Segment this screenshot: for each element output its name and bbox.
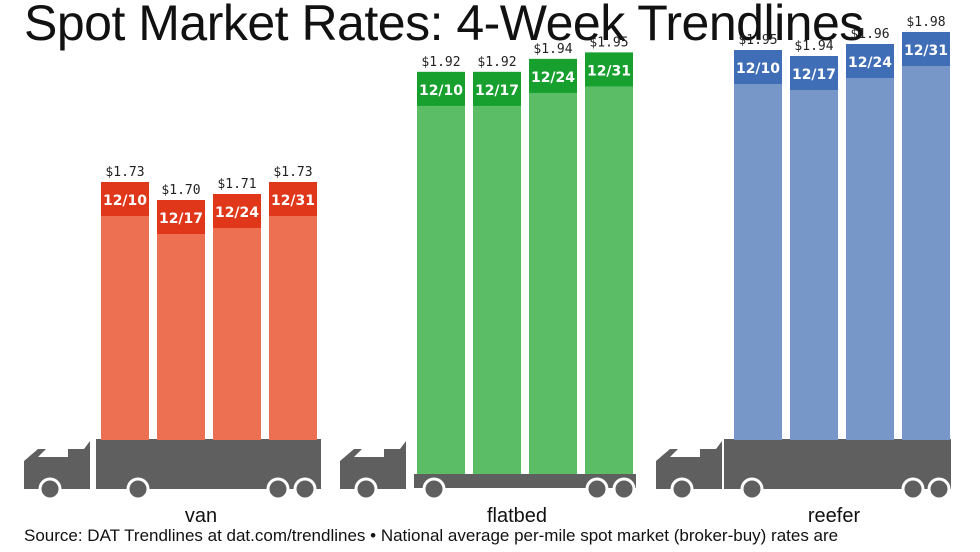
bar-flatbed-12/24 bbox=[529, 58, 577, 475]
bar-cap-reefer-12/10 bbox=[734, 50, 782, 84]
week-label: 12/17 bbox=[159, 211, 203, 227]
week-label: 12/17 bbox=[792, 67, 836, 83]
truck-wheel-icon bbox=[38, 477, 62, 501]
week-label: 12/24 bbox=[848, 55, 892, 71]
bar-cap-flatbed-12/24 bbox=[529, 58, 577, 93]
chart-title: Spot Market Rates: 4-Week Trendlines bbox=[24, 0, 864, 51]
bar-reefer-12/10 bbox=[734, 50, 782, 440]
bar-cap-flatbed-12/10 bbox=[417, 71, 465, 106]
bar-flatbed-12/31 bbox=[585, 52, 633, 475]
bar-van-12/24 bbox=[213, 194, 261, 440]
truck-wheel-icon bbox=[901, 477, 925, 501]
category-label-flatbed: flatbed bbox=[487, 505, 547, 527]
category-label-reefer: reefer bbox=[808, 505, 861, 527]
data-label: $1.95 bbox=[738, 33, 777, 48]
bar-reefer-12/17 bbox=[790, 56, 838, 440]
truck-wheel-icon bbox=[927, 477, 951, 501]
bar-van-12/10 bbox=[101, 182, 149, 440]
data-label: $1.92 bbox=[421, 55, 460, 70]
truck-trailer-icon bbox=[414, 474, 636, 488]
bar-cap-flatbed-12/31 bbox=[585, 52, 633, 87]
data-label: $1.92 bbox=[477, 55, 516, 70]
bar-cap-van-12/24 bbox=[213, 194, 261, 228]
truck-wheel-icon bbox=[612, 477, 636, 501]
truck-wheel-icon bbox=[670, 477, 694, 501]
bar-group-van: 12/10 $1.73 12/17 $1.70 12/24 $1.71 12/31 $1.73… bbox=[24, 165, 321, 527]
bar-reefer-12/24 bbox=[846, 44, 894, 440]
truck-wheel-icon bbox=[354, 477, 378, 501]
week-label: 12/10 bbox=[736, 61, 780, 77]
data-label: $1.95 bbox=[589, 35, 628, 50]
bar-reefer-12/31 bbox=[902, 32, 950, 440]
data-label: $1.70 bbox=[161, 183, 200, 198]
bar-group-reefer: 12/10 $1.95 12/17 $1.94 12/24 $1.96 12/31 $1.98… bbox=[656, 15, 951, 527]
bar-flatbed-12/10 bbox=[417, 71, 465, 474]
data-label: $1.94 bbox=[533, 42, 572, 57]
week-label: 12/31 bbox=[904, 43, 948, 59]
bar-cap-reefer-12/24 bbox=[846, 44, 894, 78]
week-label: 12/31 bbox=[587, 63, 631, 79]
bar-group-flatbed: 12/10 $1.92 12/17 $1.92 12/24 $1.94 12/31 $1.95… bbox=[340, 35, 636, 527]
truck-wheel-icon bbox=[422, 477, 446, 501]
truck-window-icon bbox=[670, 449, 700, 457]
truck-window-icon bbox=[38, 449, 68, 457]
week-label: 12/24 bbox=[215, 205, 259, 221]
bar-flatbed-12/17 bbox=[473, 71, 521, 474]
source-note: Source: DAT Trendlines at dat.com/trendl… bbox=[24, 526, 839, 545]
data-label: $1.94 bbox=[794, 39, 833, 54]
bar-cap-reefer-12/31 bbox=[902, 32, 950, 66]
week-label: 12/17 bbox=[475, 83, 519, 99]
bar-cap-flatbed-12/17 bbox=[473, 71, 521, 106]
week-label: 12/31 bbox=[271, 193, 315, 209]
truck-cab-icon bbox=[24, 441, 90, 489]
week-label: 12/24 bbox=[531, 70, 575, 86]
bar-van-12/31 bbox=[269, 182, 317, 440]
truck-wheel-icon bbox=[293, 477, 317, 501]
category-label-van: van bbox=[185, 505, 217, 527]
bar-cap-van-12/10 bbox=[101, 182, 149, 216]
bar-cap-reefer-12/17 bbox=[790, 56, 838, 90]
data-label: $1.73 bbox=[105, 165, 144, 180]
truck-window-icon bbox=[354, 449, 384, 457]
data-label: $1.96 bbox=[850, 27, 889, 42]
data-label: $1.73 bbox=[273, 165, 312, 180]
truck-cab-icon bbox=[340, 441, 406, 489]
week-label: 12/10 bbox=[103, 193, 147, 209]
bar-cap-van-12/17 bbox=[157, 200, 205, 234]
truck-wheel-icon bbox=[740, 477, 764, 501]
bar-cap-van-12/31 bbox=[269, 182, 317, 216]
data-label: $1.98 bbox=[906, 15, 945, 30]
truck-wheel-icon bbox=[266, 477, 290, 501]
data-label: $1.71 bbox=[217, 177, 256, 192]
truck-cab-icon bbox=[656, 441, 722, 489]
bar-van-12/17 bbox=[157, 200, 205, 440]
truck-wheel-icon bbox=[126, 477, 150, 501]
truck-wheel-icon bbox=[585, 477, 609, 501]
week-label: 12/10 bbox=[419, 83, 463, 99]
